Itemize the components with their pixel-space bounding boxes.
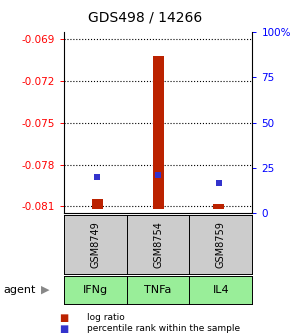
Bar xyxy=(92,199,103,209)
Text: ■: ■ xyxy=(59,324,68,334)
Text: agent: agent xyxy=(3,285,35,295)
Bar xyxy=(213,204,224,209)
Text: GDS498 / 14266: GDS498 / 14266 xyxy=(88,10,202,24)
Bar xyxy=(153,56,164,209)
Text: ■: ■ xyxy=(59,312,68,323)
Text: GSM8754: GSM8754 xyxy=(153,221,163,268)
Text: GSM8759: GSM8759 xyxy=(216,221,226,268)
Text: log ratio: log ratio xyxy=(87,313,125,322)
Text: percentile rank within the sample: percentile rank within the sample xyxy=(87,324,240,333)
Text: ▶: ▶ xyxy=(41,285,49,295)
Text: TNFa: TNFa xyxy=(144,285,172,295)
Text: IL4: IL4 xyxy=(213,285,229,295)
Text: GSM8749: GSM8749 xyxy=(90,221,100,268)
Text: IFNg: IFNg xyxy=(83,285,108,295)
